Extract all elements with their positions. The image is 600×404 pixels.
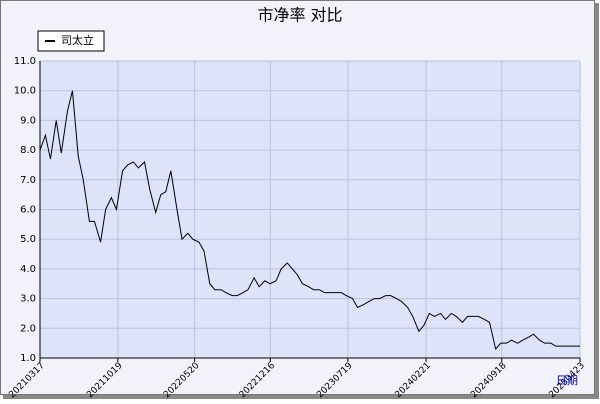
y-tick-label: 11.0 — [14, 56, 36, 67]
y-tick-label: 4.0 — [20, 264, 36, 275]
y-tick-label: 5.0 — [20, 234, 36, 245]
y-tick-label: 3.0 — [20, 294, 36, 305]
y-tick-label: 10.0 — [14, 86, 36, 97]
legend-box — [37, 30, 105, 52]
x-axis-label: 日期 — [556, 374, 578, 387]
legend-label: 司太立 — [61, 33, 94, 47]
y-tick-label: 6.0 — [20, 205, 36, 216]
chart-title: 市净率 对比 — [257, 6, 342, 25]
y-tick-label: 2.0 — [20, 323, 36, 334]
series-line — [39, 90, 580, 351]
y-tick-label: 9.0 — [20, 115, 36, 126]
y-tick-label: 8.0 — [20, 145, 36, 156]
y-tick-label: 1.0 — [20, 353, 36, 364]
y-tick-label: 7.0 — [20, 175, 36, 186]
